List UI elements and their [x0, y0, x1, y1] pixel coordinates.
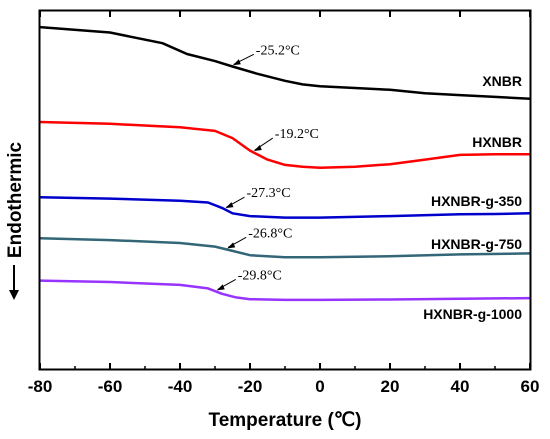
x-tick-label: 60	[521, 377, 540, 396]
x-tick-label: 40	[451, 377, 470, 396]
y-axis-arrow	[9, 265, 19, 300]
series-name-label: HXNBR-g-750	[431, 236, 522, 252]
plot-frame	[38, 9, 532, 371]
series-line-5	[39, 279, 531, 302]
x-tick-label: 0	[315, 377, 324, 396]
x-tick-label: 20	[381, 377, 400, 396]
series-name-label: HXNBR	[472, 134, 522, 150]
tg-pointer-arrowhead	[232, 59, 241, 66]
series-line-3	[39, 195, 531, 219]
tg-label: -29.8°C	[238, 268, 282, 283]
tg-pointer-arrowhead	[216, 284, 225, 291]
tg-label: -19.2°C	[275, 127, 319, 142]
tg-label: -25.2°C	[256, 43, 300, 58]
tg-label: -26.8°C	[248, 226, 292, 241]
series-name-label: HXNBR-g-350	[431, 193, 522, 209]
x-tick-label: -40	[168, 377, 193, 396]
x-tick-label: -60	[98, 377, 123, 396]
series-line-1	[39, 25, 531, 100]
series-name-label: HXNBR-g-1000	[423, 306, 522, 322]
x-tick-label: -80	[28, 377, 53, 396]
tg-label: -27.3°C	[246, 186, 290, 201]
y-axis-title: Endothermic	[5, 142, 26, 259]
x-tick-label: -20	[238, 377, 263, 396]
series-line-2	[39, 120, 530, 170]
series-name-label: XNBR	[482, 73, 522, 89]
tg-pointer-arrowhead	[253, 145, 262, 152]
x-axis-title: Temperature (℃)	[209, 410, 362, 431]
tg-pointer-arrowhead	[227, 242, 236, 249]
series-line-4	[39, 237, 531, 259]
tg-pointer-arrowhead	[225, 202, 234, 209]
